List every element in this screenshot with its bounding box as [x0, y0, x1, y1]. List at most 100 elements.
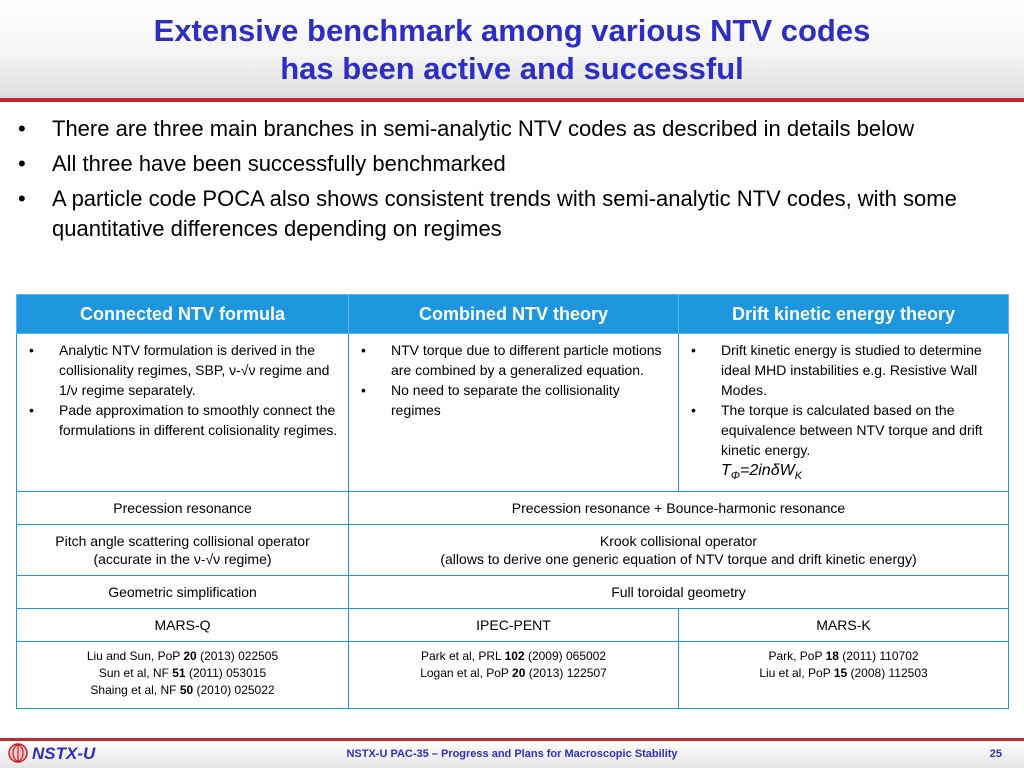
list-item-text: Drift kinetic energy is studied to deter… [721, 342, 982, 398]
bullet-dot: • [18, 186, 26, 211]
ref-volume: 102 [504, 649, 525, 664]
formula-body: =2inδW [740, 462, 795, 479]
header-connected-ntv: Connected NTV formula [16, 294, 349, 334]
operator-left-line-1: Pitch angle scattering collisional opera… [55, 533, 310, 550]
ref-text: (2009) 065002 [524, 649, 607, 664]
list-item: • The torque is calculated based on the e… [683, 400, 1002, 460]
bullet-dot: • [29, 342, 34, 358]
ref-volume: 51 [172, 666, 186, 681]
table-header-row: Connected NTV formula Combined NTV theor… [16, 294, 1009, 334]
ref-text: Liu et al, PoP [759, 666, 834, 681]
table-row-descriptions: • Analytic NTV formulation is derived in … [16, 332, 1009, 493]
table-row-codes: MARS-Q IPEC-PENT MARS-K [16, 608, 1009, 643]
bullet-item: • All three have been successfully benchm… [14, 149, 1014, 179]
ref-text: (2013) 122507 [525, 666, 607, 681]
list-item: • No need to separate the collisionality … [353, 380, 672, 420]
bullet-dot: • [691, 342, 696, 358]
ref-volume: 15 [833, 666, 848, 681]
reference-line: Liu and Sun, PoP 20 (2013) 022505 [17, 648, 348, 665]
bullet-item: • There are three main branches in semi-a… [14, 114, 1014, 144]
list-item: • Analytic NTV formulation is derived in … [21, 340, 342, 400]
list-item: • Drift kinetic energy is studied to dete… [683, 340, 1002, 400]
bullet-dot: • [691, 402, 696, 418]
ref-text: Logan et al, PoP [420, 666, 513, 681]
ref-volume: 20 [512, 666, 526, 681]
cell-resonance-left: Precession resonance [16, 491, 349, 526]
title-band [0, 0, 1024, 100]
bullet-text: A particle code POCA also shows consiste… [52, 186, 957, 241]
slide-title-line-1: Extensive benchmark among various NTV co… [153, 13, 871, 48]
benchmark-table: Connected NTV formula Combined NTV theor… [16, 294, 1009, 710]
ref-text: Shaing et al, NF [90, 683, 180, 698]
cell-refs-mars-q: Liu and Sun, PoP 20 (2013) 022505 Sun et… [16, 641, 349, 710]
operator-left-line-2: (accurate in the ν-√ν regime) [93, 551, 272, 568]
ref-text: (2010) 025022 [193, 683, 275, 698]
ref-text: Liu and Sun, PoP [86, 649, 184, 664]
cell-refs-mars-k: Park, PoP 18 (2011) 110702 Liu et al, Po… [678, 641, 1009, 710]
ref-volume: 20 [183, 649, 197, 664]
cell-resonance-right: Precession resonance + Bounce-harmonic r… [348, 491, 1009, 526]
bullet-item: • A particle code POCA also shows consist… [14, 184, 1014, 244]
reference-line: Liu et al, PoP 15 (2008) 112503 [679, 665, 1008, 682]
bullet-list: • There are three main branches in semi-a… [14, 114, 1014, 249]
reference-line: Park, PoP 18 (2011) 110702 [679, 648, 1008, 665]
slide-title: Extensive benchmark among various NTV co… [0, 12, 1024, 88]
nstx-u-logo-icon [8, 743, 28, 763]
bullet-text: All three have been successfully benchma… [52, 151, 506, 176]
list-item: • NTV torque due to different particle mo… [353, 340, 672, 380]
cell-geometry-left: Geometric simplification [16, 575, 349, 610]
formula-phi-subscript: Φ [730, 470, 740, 483]
table-row-references: Liu and Sun, PoP 20 (2013) 022505 Sun et… [16, 641, 1009, 710]
header-drift-kinetic: Drift kinetic energy theory [678, 294, 1009, 334]
title-underline [0, 98, 1024, 102]
reference-line: Logan et al, PoP 20 (2013) 122507 [349, 665, 678, 682]
ref-text: (2013) 022505 [196, 649, 279, 664]
footer-logo-text: NSTX-U [32, 744, 96, 763]
ref-text: (2011) 110702 [838, 649, 919, 664]
page-number: 25 [989, 748, 1002, 760]
table-row-geometry: Geometric simplification Full toroidal g… [16, 575, 1009, 610]
bullet-text: There are three main branches in semi-an… [52, 116, 915, 141]
reference-line: Shaing et al, NF 50 (2010) 025022 [17, 682, 348, 699]
cell-connected-description: • Analytic NTV formulation is derived in … [16, 332, 349, 493]
list-item-text: Pade approximation to smoothly connect t… [59, 402, 338, 438]
cell-operator-right: Krook collisional operator (allows to de… [348, 524, 1009, 577]
cell-code-ipec-pent: IPEC-PENT [348, 608, 679, 643]
slide-title-line-2: has been active and successful [280, 51, 744, 86]
bullet-dot: • [361, 382, 366, 398]
reference-line: Sun et al, NF 51 (2011) 053015 [17, 665, 348, 682]
ref-text: Park, PoP [768, 649, 826, 664]
list-item-text: Analytic NTV formulation is derived in t… [59, 342, 330, 398]
footer-center-text: NSTX-U PAC-35 – Progress and Plans for M… [346, 748, 678, 760]
cell-code-mars-k: MARS-K [678, 608, 1009, 643]
footer-rule [0, 738, 1024, 741]
cell-refs-ipec-pent: Park et al, PRL 102 (2009) 065002 Logan … [348, 641, 679, 710]
cell-operator-left: Pitch angle scattering collisional opera… [16, 524, 349, 577]
bullet-dot: • [361, 342, 366, 358]
ref-text: (2008) 112503 [847, 666, 928, 681]
table-row-operator: Pitch angle scattering collisional opera… [16, 524, 1009, 577]
bullet-dot: • [18, 151, 26, 176]
ref-volume: 18 [825, 649, 839, 664]
list-item-text: The torque is calculated based on the eq… [721, 402, 983, 458]
list-item-text: No need to separate the collisionality r… [391, 382, 620, 418]
cell-geometry-right: Full toroidal geometry [348, 575, 1009, 610]
bullet-dot: • [29, 402, 34, 418]
cell-combined-description: • NTV torque due to different particle mo… [348, 332, 679, 493]
footer-bar [0, 741, 1024, 768]
reference-line: Park et al, PRL 102 (2009) 065002 [349, 648, 678, 665]
ref-text: Sun et al, NF [98, 666, 173, 681]
table-row-resonance: Precession resonance Precession resonanc… [16, 491, 1009, 526]
cell-code-mars-q: MARS-Q [16, 608, 349, 643]
formula-t: T [721, 462, 731, 479]
list-item-text: NTV torque due to different particle mot… [391, 342, 662, 378]
bullet-dot: • [18, 116, 26, 141]
torque-formula: TΦ=2inδWK [683, 460, 1002, 487]
ref-text: Park et al, PRL [420, 649, 505, 664]
header-combined-ntv: Combined NTV theory [348, 294, 679, 334]
ref-text: (2011) 053015 [185, 666, 267, 681]
operator-right-line-2: (allows to derive one generic equation o… [440, 551, 917, 568]
cell-drift-description: • Drift kinetic energy is studied to dete… [678, 332, 1009, 493]
ref-volume: 50 [179, 683, 194, 698]
list-item: • Pade approximation to smoothly connect … [21, 400, 342, 440]
